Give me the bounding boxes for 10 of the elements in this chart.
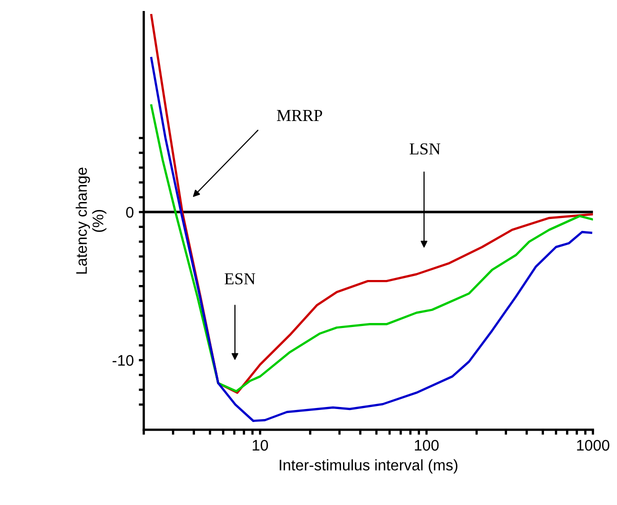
y-tick-label: 0 [126, 206, 134, 218]
y-tick-label: -10 [112, 355, 134, 366]
y-axis-title: Latency change (%) [76, 168, 106, 274]
annotation: LSN [410, 143, 440, 155]
x-tick-label: 100 [414, 440, 439, 451]
x-axis-title: Inter-stimulus interval (ms) [280, 459, 458, 474]
x-tick-label: 1000 [577, 440, 610, 451]
annotation: ESN [224, 273, 256, 284]
annotation: MRRP [276, 110, 322, 121]
x-tick-label: 10 [252, 440, 268, 451]
